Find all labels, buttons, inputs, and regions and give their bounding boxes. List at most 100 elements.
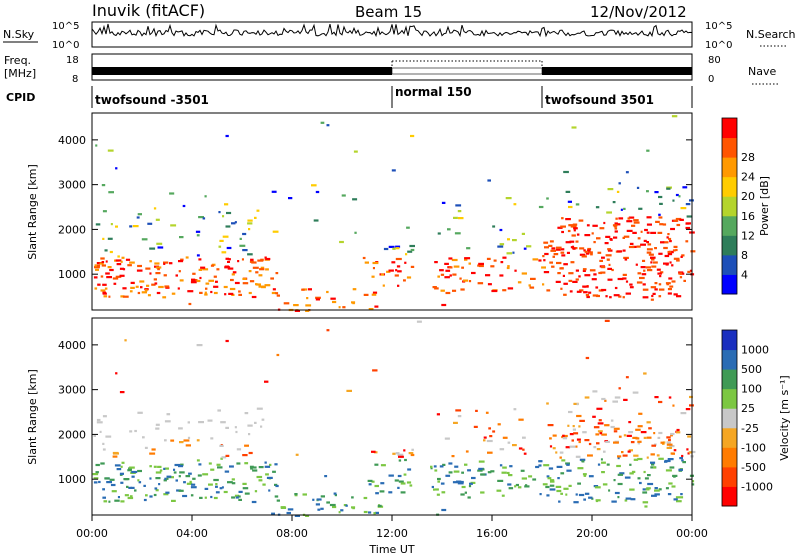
- power-cell: [178, 260, 184, 263]
- velocity-cell: [210, 495, 213, 499]
- velocity-colorbar-swatch: [722, 427, 737, 448]
- velocity-cell: [453, 470, 460, 473]
- velocity-cell: [575, 445, 578, 448]
- power-colorbar-tick: 28: [741, 151, 755, 164]
- velocity-cell: [202, 473, 209, 476]
- velocity-cell: [431, 485, 434, 489]
- power-cell: [371, 293, 377, 296]
- power-cell: [671, 115, 678, 118]
- velocity-cell: [452, 481, 459, 484]
- velocity-cell: [668, 482, 673, 485]
- power-cell: [658, 295, 662, 298]
- power-ytick-label: 4000: [58, 134, 86, 147]
- velocity-cell: [377, 504, 382, 507]
- velocity-cell: [597, 422, 604, 425]
- power-cell: [215, 280, 218, 283]
- velocity-cell: [582, 431, 587, 434]
- power-cell: [105, 260, 108, 263]
- velocity-cell: [104, 477, 110, 480]
- power-background: [92, 113, 692, 310]
- velocity-cell: [187, 421, 190, 424]
- velocity-cell: [434, 488, 439, 491]
- power-cell: [122, 287, 127, 290]
- velocity-cell: [114, 464, 121, 467]
- power-cell: [618, 217, 624, 220]
- velocity-cell: [242, 454, 248, 457]
- power-cell: [570, 246, 574, 249]
- freq-tick-top: 18: [66, 55, 79, 66]
- power-cell: [680, 207, 687, 210]
- power-cell: [248, 291, 252, 295]
- power-cell: [102, 210, 107, 213]
- velocity-cell: [584, 492, 590, 495]
- power-cell: [623, 207, 626, 210]
- power-cell: [622, 277, 627, 280]
- power-cell: [546, 289, 551, 292]
- velocity-cell: [563, 487, 569, 490]
- power-cell: [96, 262, 102, 265]
- velocity-cell: [542, 483, 548, 486]
- velocity-cell: [480, 491, 485, 494]
- velocity-cell: [113, 452, 119, 455]
- power-cell: [354, 231, 357, 234]
- velocity-cell: [665, 487, 669, 490]
- power-cell: [224, 265, 230, 268]
- velocity-cell: [213, 478, 219, 482]
- velocity-cell: [518, 447, 523, 450]
- velocity-cell: [158, 483, 161, 486]
- power-cell: [231, 273, 235, 276]
- velocity-cell: [619, 472, 625, 475]
- power-cell: [544, 246, 549, 249]
- velocity-cell: [120, 481, 124, 484]
- power-cell: [490, 265, 495, 268]
- velocity-cell: [215, 491, 220, 494]
- power-cell: [444, 262, 449, 265]
- velocity-cell: [137, 469, 142, 473]
- velocity-cell: [483, 439, 486, 442]
- power-cell: [363, 293, 369, 296]
- power-cell: [305, 304, 312, 307]
- velocity-cell: [175, 479, 178, 482]
- velocity-cell: [264, 461, 267, 464]
- velocity-cell: [388, 491, 393, 494]
- noise-panel: N.Sky 10^5 10^0 10^5 10^0 N.Search: [3, 21, 796, 51]
- velocity-cell: [254, 421, 257, 424]
- velocity-colorbar-swatches: [722, 330, 737, 507]
- velocity-cell: [596, 407, 603, 410]
- power-cell: [259, 268, 265, 271]
- velocity-cell: [142, 436, 145, 439]
- power-cell: [382, 284, 385, 287]
- velocity-cell: [497, 423, 501, 426]
- power-cell: [625, 292, 631, 295]
- velocity-cell: [637, 425, 643, 428]
- power-cell: [410, 134, 415, 138]
- power-cell: [671, 264, 674, 267]
- velocity-cell: [124, 339, 127, 342]
- power-cell: [119, 274, 125, 277]
- power-cell: [667, 233, 670, 236]
- velocity-cell: [597, 463, 601, 466]
- velocity-xtick-label: 12:00: [376, 527, 408, 540]
- power-cell: [129, 261, 135, 264]
- power-cell: [557, 272, 561, 275]
- velocity-cell: [637, 457, 643, 461]
- velocity-colorbar-tick: -25: [741, 422, 759, 435]
- velocity-cell: [621, 451, 624, 454]
- power-cell: [196, 279, 201, 283]
- power-cell: [198, 268, 202, 271]
- power-cell: [618, 295, 622, 298]
- power-cell: [396, 265, 401, 268]
- velocity-cell: [687, 435, 692, 438]
- power-cell: [221, 251, 227, 254]
- velocity-cell: [601, 397, 606, 401]
- velocity-cell: [617, 473, 623, 476]
- power-cell: [137, 264, 142, 268]
- power-cell: [629, 283, 633, 286]
- power-cell: [255, 271, 259, 274]
- power-cell: [611, 268, 614, 272]
- power-cell: [590, 253, 593, 256]
- power-cell: [613, 236, 618, 239]
- velocity-cell: [225, 339, 229, 343]
- power-cell: [571, 126, 577, 129]
- velocity-cell: [251, 500, 257, 504]
